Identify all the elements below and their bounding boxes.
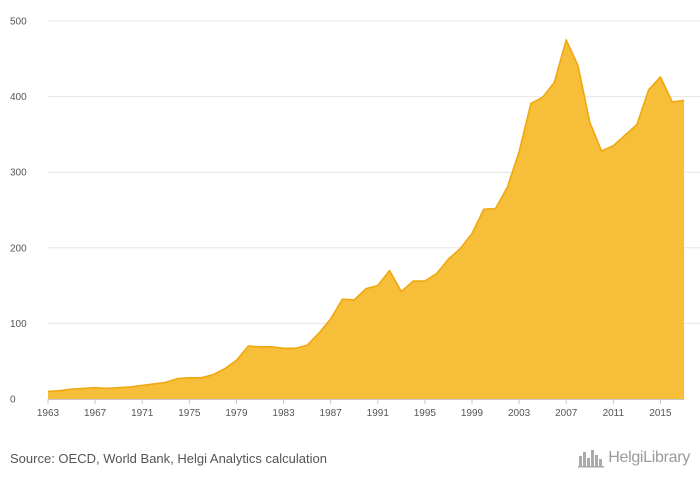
- x-tick-label: 2003: [508, 408, 531, 419]
- series-area: [47, 39, 685, 400]
- logo-text: HelgiLibrary: [608, 449, 690, 466]
- x-tick-label: 2007: [555, 408, 578, 419]
- x-tick-label: 1983: [272, 408, 295, 419]
- x-tick-label: 1987: [320, 408, 343, 419]
- area-line: [47, 39, 685, 393]
- y-tick-label: 100: [10, 319, 27, 330]
- x-tick-label: 1971: [131, 408, 154, 419]
- y-tick-label: 400: [10, 92, 27, 103]
- y-tick-label: 200: [10, 243, 27, 254]
- y-axis-ticks: 0 100 200 300 400 500: [10, 17, 27, 406]
- x-tick-label: 1979: [225, 408, 248, 419]
- area-fill: [48, 39, 684, 400]
- x-tick-label: 1991: [367, 408, 390, 419]
- x-axis-ticks: 1963 1967 1971 1975 1979 1983 1987 1991 1995 1999…: [37, 399, 672, 419]
- x-tick-label: 1995: [414, 408, 437, 419]
- x-tick-label: 1975: [178, 408, 201, 419]
- y-tick-label: 500: [10, 17, 27, 28]
- x-tick-label: 1967: [84, 408, 107, 419]
- x-tick-label: 2011: [603, 408, 625, 419]
- x-tick-label: 2015: [649, 408, 672, 419]
- y-tick-label: 0: [10, 395, 16, 406]
- y-tick-label: 300: [10, 168, 27, 179]
- source-note: Source: OECD, World Bank, Helgi Analytic…: [10, 451, 327, 466]
- helgi-library-logo: HelgiLibrary: [578, 448, 690, 468]
- x-tick-label: 1963: [37, 408, 60, 419]
- city-skyline-icon: [578, 450, 605, 468]
- x-tick-label: 1999: [461, 408, 484, 419]
